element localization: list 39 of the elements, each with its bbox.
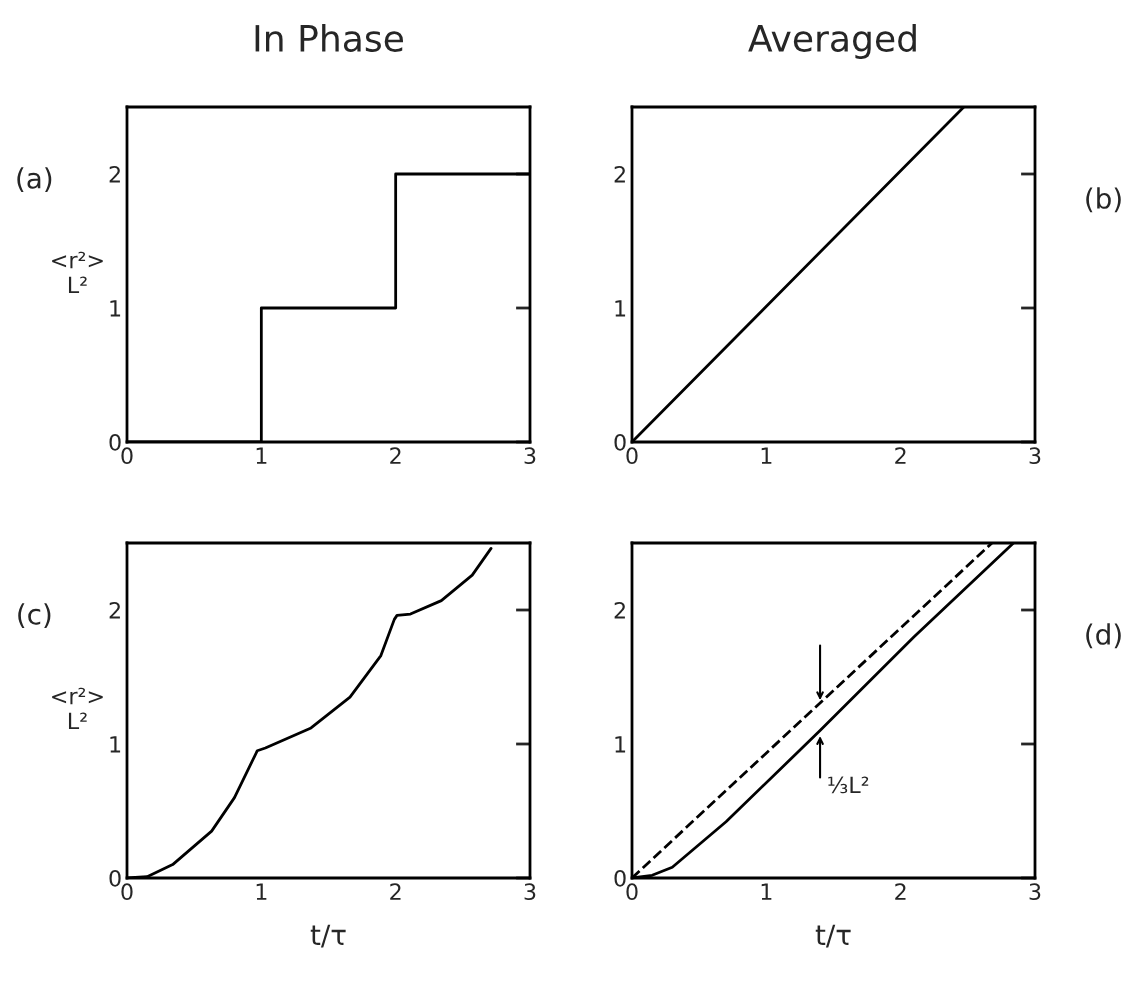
- text: (b): [1086, 187, 1121, 213]
- y-tick-label: 2: [614, 165, 625, 183]
- y-tick-label: 0: [109, 433, 121, 451]
- y-axis-title: <r²> L²: [52, 251, 103, 294]
- y-axis-title: <r²> L²: [52, 687, 103, 730]
- text: (d): [1086, 623, 1121, 649]
- x-tick-label: 2: [390, 447, 401, 464]
- x-tick-label: 3: [524, 447, 536, 465]
- x-tick-label: 3: [1029, 883, 1041, 901]
- x-axis-title: t/τ: [815, 924, 851, 948]
- x-tick-label: 2: [895, 883, 906, 900]
- y-tick-label: 0: [109, 869, 121, 887]
- x-tick-label: 2: [895, 447, 906, 464]
- annotation: ⅓L²: [828, 776, 869, 794]
- y-tick-label: 1: [615, 736, 626, 753]
- y-tick-label: 0: [614, 433, 626, 451]
- x-tick-label: 3: [524, 883, 536, 901]
- x-tick-label: 1: [761, 447, 772, 464]
- chart-title: Averaged: [748, 24, 916, 59]
- x-tick-label: 0: [121, 447, 133, 465]
- x-tick-label: 1: [256, 883, 267, 900]
- x-tick-label: 0: [121, 883, 133, 901]
- x-axis-title: t/τ: [310, 924, 346, 948]
- x-tick-label: 1: [761, 883, 772, 900]
- y-tick-label: 1: [110, 736, 121, 753]
- y-tick-label: 2: [614, 601, 625, 619]
- y-tick-label: 2: [109, 601, 120, 619]
- y-tick-label: 1: [110, 300, 121, 317]
- text: (c): [18, 603, 51, 629]
- y-tick-label: 0: [614, 869, 626, 887]
- x-tick-label: 0: [626, 883, 638, 901]
- x-tick-label: 3: [1029, 447, 1041, 465]
- chart-title: In Phase: [255, 24, 403, 52]
- y-tick-label: 1: [615, 300, 626, 317]
- x-tick-label: 1: [256, 447, 267, 464]
- text: (a): [17, 167, 52, 193]
- x-tick-label: 0: [626, 447, 638, 465]
- x-tick-label: 2: [390, 883, 401, 900]
- y-tick-label: 2: [109, 165, 120, 183]
